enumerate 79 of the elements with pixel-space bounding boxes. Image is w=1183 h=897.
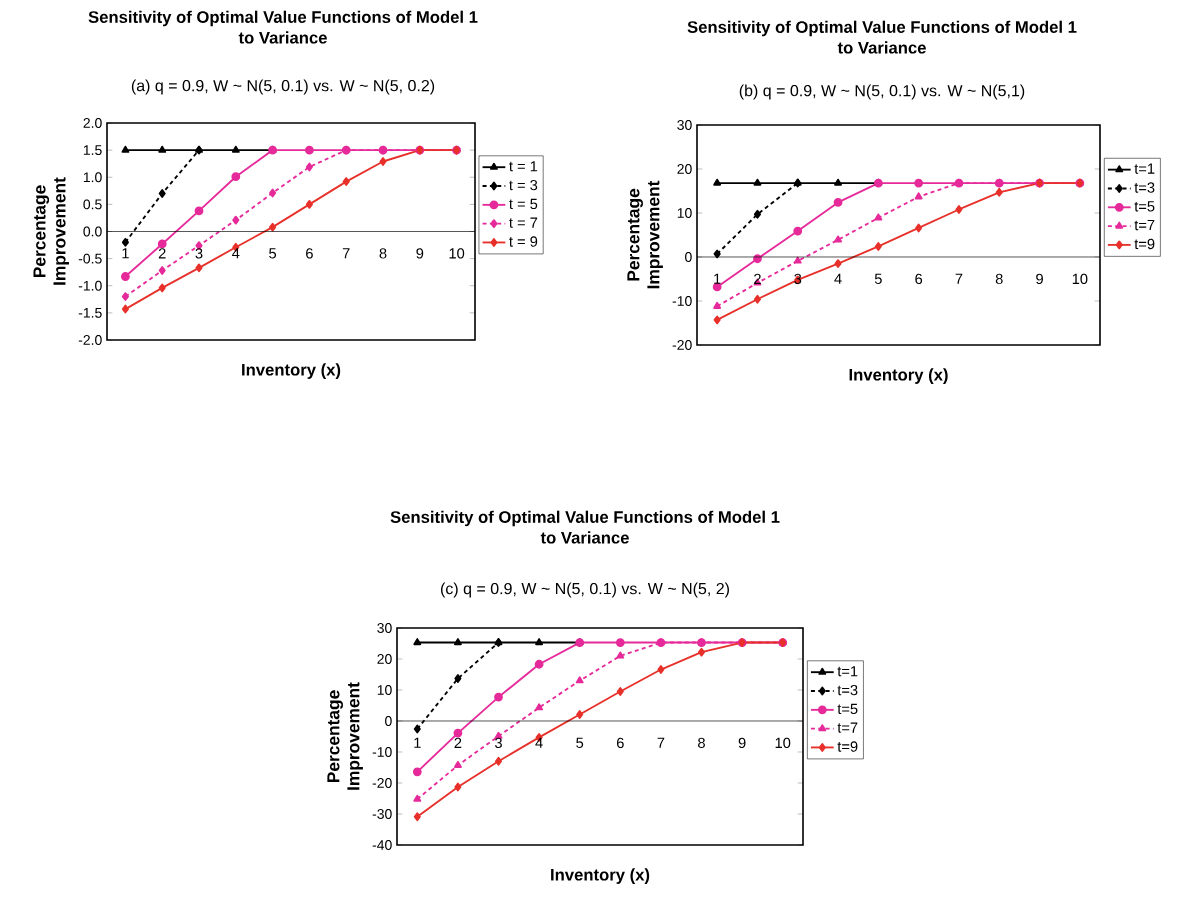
y-tick-label: 10 — [377, 685, 392, 695]
x-tick-label: 1 — [414, 737, 421, 748]
x-tick-label: 7 — [657, 737, 665, 748]
x-tick-label: 3 — [195, 248, 203, 259]
legend-label: t=9 — [837, 741, 858, 752]
legend-label: t = 3 — [509, 179, 538, 191]
y-axis-title: Percentage Improvement — [327, 682, 363, 790]
x-tick-label: 8 — [698, 737, 705, 749]
y-tick-label: 10 — [677, 208, 692, 218]
x-tick-label: 10 — [449, 248, 465, 259]
x-tick-label: 4 — [232, 248, 240, 259]
legend-label: t=7 — [837, 722, 858, 733]
y-tick-label: -20 — [672, 340, 692, 350]
x-tick-label: 4 — [834, 273, 842, 284]
y-tick-label: 2.0 — [83, 118, 102, 128]
x-axis-title: Inventory (x) — [551, 868, 650, 884]
x-tick-label: 7 — [955, 273, 963, 284]
y-tick-label: 30 — [677, 120, 692, 130]
x-axis-title: Inventory (x) — [242, 363, 341, 379]
y-tick-label: 1.0 — [83, 172, 102, 183]
x-tick-label: 10 — [775, 737, 791, 749]
x-tick-label: 6 — [616, 737, 624, 749]
legend-label: t=7 — [1134, 220, 1155, 231]
chart-subtitle: (c) q = 0.9, W ~ N(5, 0.1) vs. W ~ N(5, 2) — [440, 582, 729, 598]
y-tick-label: -1.5 — [78, 308, 102, 318]
y-tick-label: -1.0 — [78, 280, 102, 291]
x-axis-title: Inventory (x) — [849, 368, 948, 384]
y-tick-label: 20 — [377, 654, 392, 664]
legend-label: t = 7 — [509, 217, 538, 228]
x-tick-label: 3 — [794, 273, 802, 285]
chart-title: Sensitivity of Optimal Value Functions of Model 1 to Variance — [390, 510, 780, 544]
x-tick-label: 4 — [535, 737, 543, 748]
legend-label: t=3 — [837, 684, 858, 696]
legend-label: t = 5 — [509, 198, 538, 210]
y-tick-label: 0 — [385, 716, 392, 726]
y-tick-label: -2.0 — [78, 335, 102, 345]
x-tick-label: 9 — [738, 737, 746, 749]
legend-label: t=1 — [837, 666, 858, 677]
x-tick-label: 5 — [874, 273, 882, 284]
chart-subtitle: (a) q = 0.9, W ~ N(5, 0.1) vs. W ~ N(5, 0.2) — [131, 79, 435, 95]
x-tick-label: 5 — [576, 737, 584, 748]
y-tick-label: 20 — [677, 164, 692, 174]
y-tick-label: -30 — [372, 809, 392, 819]
x-tick-label: 2 — [454, 737, 462, 748]
y-tick-label: -40 — [372, 840, 392, 850]
legend-label: t = 9 — [509, 236, 538, 247]
y-tick-label: -20 — [372, 778, 392, 788]
chart-title: Sensitivity of Optimal Value Functions of Model 1 to Variance — [88, 10, 478, 44]
x-tick-label: 7 — [342, 248, 350, 259]
x-tick-label: 9 — [1036, 273, 1043, 285]
y-axis-title: Percentage Improvement — [33, 177, 70, 285]
y-tick-label: -0.5 — [78, 253, 102, 264]
x-tick-label: 5 — [269, 248, 277, 259]
y-axis-title: Percentage Improvement — [627, 180, 663, 289]
y-tick-label: 1.5 — [83, 145, 102, 156]
y-tick-label: 0.5 — [83, 199, 102, 210]
y-tick-label: 30 — [377, 623, 392, 633]
y-tick-label: 0 — [685, 252, 692, 262]
x-tick-label: 1 — [122, 248, 129, 259]
x-tick-label: 1 — [714, 273, 721, 284]
legend-label: t = 1 — [509, 161, 538, 172]
x-tick-label: 9 — [416, 248, 424, 259]
y-tick-label: -10 — [372, 747, 392, 757]
legend-label: t=9 — [1134, 238, 1155, 250]
legend-label: t=1 — [1134, 163, 1155, 174]
chart-title: Sensitivity of Optimal Value Functions of Model 1 to Variance — [687, 20, 1077, 54]
chart-subtitle: (b) q = 0.9, W ~ N(5, 0.1) vs. W ~ N(5,1) — [739, 84, 1025, 100]
x-tick-label: 2 — [158, 248, 166, 259]
legend-label: t=5 — [837, 703, 858, 715]
x-tick-label: 8 — [379, 248, 387, 259]
x-tick-label: 10 — [1072, 273, 1088, 285]
y-tick-label: 0.0 — [83, 226, 102, 237]
x-tick-label: 8 — [995, 273, 1003, 285]
x-tick-label: 3 — [494, 737, 502, 749]
x-tick-label: 6 — [915, 273, 923, 285]
x-tick-label: 6 — [306, 248, 313, 259]
legend-label: t=3 — [1134, 182, 1155, 193]
y-tick-label: -10 — [672, 296, 692, 306]
legend-label: t=5 — [1134, 201, 1155, 212]
